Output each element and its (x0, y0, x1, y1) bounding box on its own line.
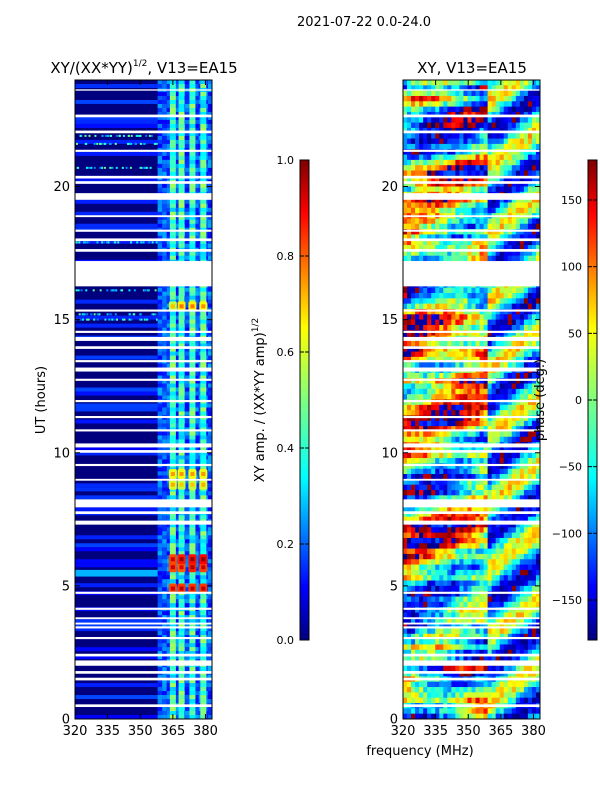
colorbar-tick-label: 0 (575, 394, 582, 407)
amplitude-colorbar (300, 160, 309, 640)
y-tick-label: 0 (390, 713, 398, 728)
colorbar-tick-label: −50 (559, 461, 582, 474)
phase-panel-title: XY, V13=EA15 (417, 59, 527, 77)
phase-heatmap (403, 80, 540, 719)
y-tick-label: 5 (62, 579, 70, 594)
x-tick-label: 335 (423, 724, 448, 739)
amplitude-heatmap (75, 80, 212, 719)
x-tick-label: 365 (488, 724, 513, 739)
colorbar-tick-label: 0.0 (277, 634, 295, 647)
y-tick-label: 15 (53, 313, 70, 328)
x-tick-label: 380 (193, 724, 218, 739)
colorbar-tick-label: 0.8 (277, 250, 295, 263)
colorbar-tick-label: 150 (561, 194, 582, 207)
colorbar-tick-label: 50 (568, 327, 582, 340)
colorbar-tick-label: 0.6 (277, 346, 295, 359)
y-tick-label: 10 (53, 446, 70, 461)
x-tick-label: 350 (456, 724, 481, 739)
y-tick-label: 0 (62, 713, 70, 728)
x-tick-label: 335 (95, 724, 120, 739)
y-tick-label: 20 (381, 180, 398, 195)
y-tick-label: 10 (381, 446, 398, 461)
x-tick-label: 350 (128, 724, 153, 739)
colorbar-tick-label: 0.2 (277, 538, 295, 551)
suptitle: 2021-07-22 0.0-24.0 (297, 15, 431, 30)
colorbar-tick-label: 0.4 (277, 442, 295, 455)
x-tick-label: 380 (521, 724, 546, 739)
phase-colorbar-label: phase (deg.) (533, 359, 548, 441)
colorbar-tick-label: 1.0 (277, 154, 295, 167)
y-tick-label: 5 (390, 579, 398, 594)
y-tick-label: 20 (53, 180, 70, 195)
amplitude-panel-title: XY/(XX*YY)1/2, V13=EA15 (50, 59, 237, 77)
x-tick-label: 365 (160, 724, 185, 739)
y-tick-label: 15 (381, 313, 398, 328)
frequency-axis-label: frequency (MHz) (366, 744, 473, 759)
colorbar-tick-label: −150 (552, 594, 582, 607)
amplitude-colorbar-label: XY amp. / (XX*YY amp)1/2 (251, 318, 268, 482)
ut-hours-label: UT (hours) (34, 366, 49, 434)
colorbar-tick-label: 100 (561, 261, 582, 274)
colorbar-tick-label: −100 (552, 527, 582, 540)
